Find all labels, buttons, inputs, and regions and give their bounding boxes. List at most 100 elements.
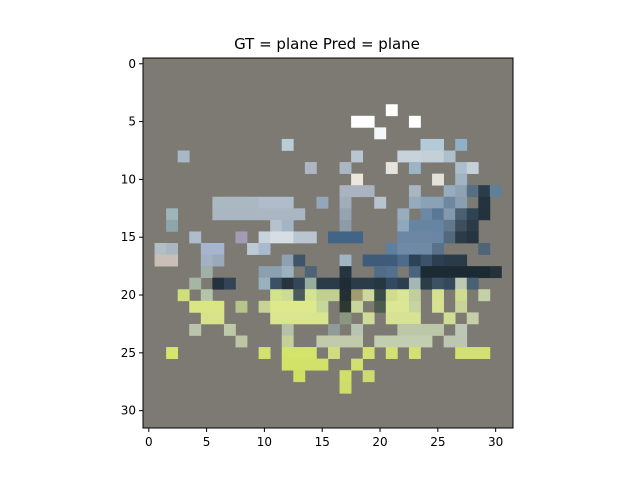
heatmap-pixel xyxy=(200,312,213,325)
heatmap-pixel xyxy=(443,219,456,232)
heatmap-pixel xyxy=(420,219,433,232)
heatmap-pixel xyxy=(420,150,433,163)
heatmap-pixel xyxy=(432,208,444,221)
heatmap-pixel xyxy=(478,196,491,209)
heatmap-pixel xyxy=(362,254,375,267)
heatmap-pixel xyxy=(316,277,329,290)
heatmap-pixel xyxy=(293,208,306,221)
heatmap-pixel xyxy=(443,196,456,209)
heatmap-pixel xyxy=(281,254,294,267)
heatmap-pixel xyxy=(304,277,317,290)
heatmap-pixel xyxy=(408,243,421,255)
heatmap-pixel xyxy=(443,231,456,244)
heatmap-pixel xyxy=(374,127,387,140)
heatmap-pixel xyxy=(397,335,410,348)
heatmap-pixel xyxy=(177,289,190,302)
heatmap-pixel xyxy=(432,150,444,163)
heatmap-pixel xyxy=(408,323,421,336)
heatmap-pixel xyxy=(408,277,421,290)
heatmap-pixel xyxy=(397,243,410,255)
heatmap-pixel xyxy=(408,300,421,313)
heatmap-pixel xyxy=(200,243,213,255)
heatmap-pixel xyxy=(455,185,468,198)
y-axis: 0 5 10 15 20 25 30 xyxy=(121,57,143,418)
heatmap-pixel xyxy=(455,138,468,151)
heatmap-pixel xyxy=(270,208,283,221)
y-tick-label: 5 xyxy=(128,115,136,129)
heatmap-pixel xyxy=(223,196,236,209)
y-tick-label: 15 xyxy=(121,230,136,244)
heatmap-pixel xyxy=(443,335,456,348)
heatmap-pixel xyxy=(385,300,398,313)
heatmap-pixel xyxy=(223,323,236,336)
heatmap-pixel xyxy=(339,335,352,348)
heatmap-pixel xyxy=(304,300,317,313)
heatmap-pixel xyxy=(443,277,456,290)
heatmap-pixel xyxy=(351,277,364,290)
heatmap-pixel xyxy=(408,185,421,198)
x-axis: 0 5 10 15 20 25 30 xyxy=(145,428,503,449)
heatmap-pixel xyxy=(455,208,468,221)
x-tick-label: 5 xyxy=(203,435,211,449)
heatmap-pixel xyxy=(466,277,479,290)
heatmap-pixel xyxy=(362,277,375,290)
heatmap-pixel xyxy=(351,185,364,198)
heatmap-pixel xyxy=(397,219,410,232)
heatmap-pixel xyxy=(235,231,248,244)
heatmap-pixel xyxy=(293,312,306,325)
heatmap-pixel xyxy=(432,277,444,290)
heatmap-pixel xyxy=(466,162,479,174)
heatmap-pixel xyxy=(200,266,213,279)
heatmap-pixel xyxy=(420,208,433,221)
heatmap-pixel xyxy=(397,208,410,221)
heatmap-pixel xyxy=(281,196,294,209)
heatmap-pixel xyxy=(258,208,271,221)
heatmap-pixel xyxy=(443,185,456,198)
heatmap-pixel xyxy=(316,358,329,371)
heatmap-pixel xyxy=(408,115,421,128)
heatmap-pixel xyxy=(351,358,364,371)
heatmap-pixel xyxy=(258,196,271,209)
pixel-layer xyxy=(154,104,502,394)
heatmap-pixel xyxy=(408,254,421,267)
heatmap-pixel xyxy=(235,196,248,209)
heatmap-pixel xyxy=(432,196,444,209)
heatmap-pixel xyxy=(432,289,444,302)
heatmap-pixel xyxy=(189,323,202,336)
y-tick-label: 0 xyxy=(128,57,136,71)
heatmap-pixel xyxy=(304,347,317,359)
heatmap-pixel xyxy=(397,277,410,290)
heatmap-pixel xyxy=(408,335,421,348)
heatmap-pixel xyxy=(339,254,352,267)
heatmap-pixel xyxy=(351,289,364,302)
heatmap-pixel xyxy=(443,150,456,163)
heatmap-pixel xyxy=(432,266,444,279)
heatmap-pixel xyxy=(478,243,491,255)
heatmap-pixel xyxy=(420,335,433,348)
heatmap-pixel xyxy=(281,266,294,279)
heatmap-pixel xyxy=(385,162,398,174)
heatmap-pixel xyxy=(247,208,259,221)
heatmap-pixel xyxy=(420,231,433,244)
heatmap-pixel xyxy=(212,277,225,290)
heatmap-pixel xyxy=(316,335,329,348)
heatmap-pixel xyxy=(351,173,364,186)
heatmap-pixel xyxy=(374,266,387,279)
heatmap-pixel xyxy=(443,266,456,279)
x-tick-label: 15 xyxy=(315,435,330,449)
heatmap-pixel xyxy=(223,208,236,221)
x-tick-label: 20 xyxy=(372,435,387,449)
heatmap-pixel xyxy=(397,289,410,302)
heatmap-pixel xyxy=(420,243,433,255)
heatmap-pixel xyxy=(293,231,306,244)
heatmap-pixel xyxy=(270,289,283,302)
heatmap-pixel xyxy=(455,254,468,267)
heatmap-pixel xyxy=(281,312,294,325)
heatmap-pixel xyxy=(339,266,352,279)
heatmap-pixel xyxy=(351,231,364,244)
heatmap-pixel xyxy=(385,243,398,255)
heatmap-pixel xyxy=(235,335,248,348)
heatmap-pixel xyxy=(189,300,202,313)
heatmap-pixel xyxy=(455,231,468,244)
